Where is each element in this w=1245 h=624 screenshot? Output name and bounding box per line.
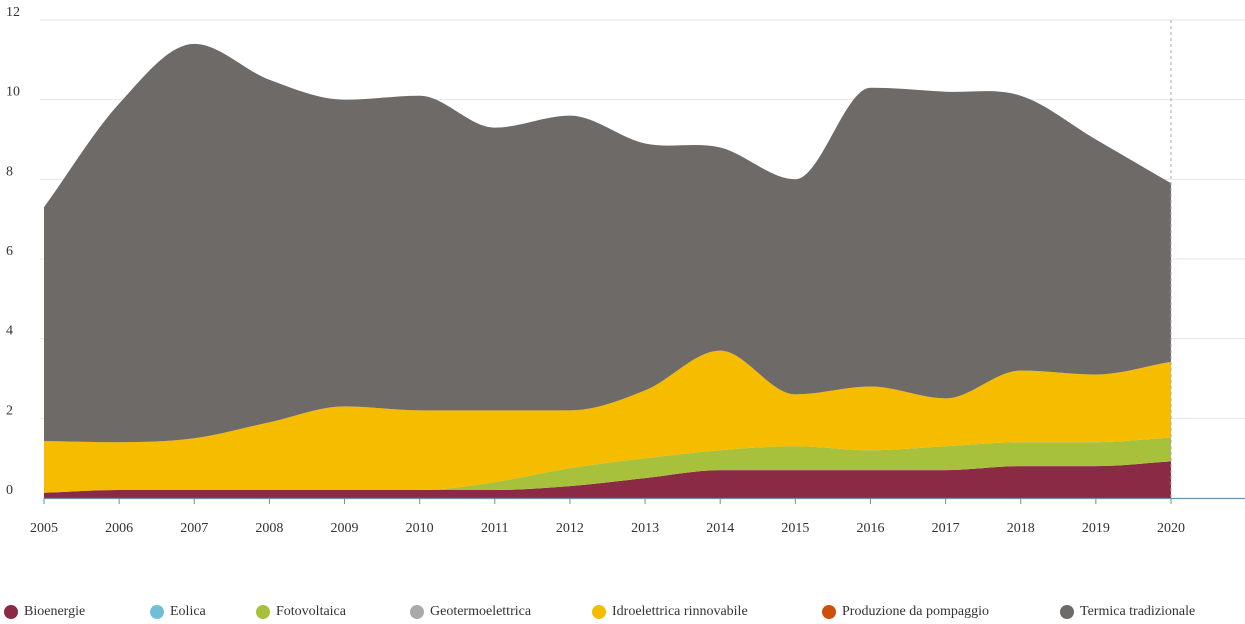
legend-swatch (410, 605, 424, 619)
x-tick-label: 2010 (406, 521, 434, 536)
legend-label: Idroelettrica rinnovabile (612, 604, 748, 619)
x-tick-label: 2007 (180, 521, 208, 536)
x-tick-label: 2014 (706, 521, 734, 536)
legend-item[interactable]: Geotermoelettrica (410, 603, 531, 621)
x-tick-label: 2018 (1007, 521, 1035, 536)
y-tick-label: 8 (6, 164, 13, 179)
area-termica-tradizionale (44, 43, 1171, 443)
legend-swatch (4, 605, 18, 619)
legend-item[interactable]: Produzione da pompaggio (822, 603, 989, 621)
x-tick-label: 2019 (1082, 521, 1110, 536)
x-tick-label: 2020 (1157, 521, 1185, 536)
legend-label: Produzione da pompaggio (842, 604, 989, 619)
legend-swatch (822, 605, 836, 619)
legend-item[interactable]: Bioenergie (4, 603, 85, 621)
y-tick-label: 2 (6, 403, 13, 418)
legend-swatch (256, 605, 270, 619)
x-tick-label: 2006 (105, 521, 133, 536)
y-tick-label: 12 (6, 5, 20, 20)
legend-item[interactable]: Termica tradizionale (1060, 603, 1195, 621)
legend-swatch (150, 605, 164, 619)
x-tick-label: 2011 (481, 521, 508, 536)
y-tick-label: 0 (6, 483, 13, 498)
area-fotovoltaica (44, 437, 1171, 493)
legend-label: Geotermoelettrica (430, 604, 532, 619)
legend: Bioenergie Eolica Fotovoltaica Geotermoelet… (0, 603, 1245, 623)
legend-item[interactable]: Eolica (150, 603, 206, 621)
x-tick-label: 2005 (30, 521, 58, 536)
x-tick-label: 2015 (781, 521, 809, 536)
x-tick-label: 2016 (856, 521, 884, 536)
axes: 0 2 4 6 8 10 12 2005 2006 2007 2008 2009 2010 2011 201… (6, 5, 1245, 536)
y-tick-label: 10 (6, 85, 20, 100)
area-bioenergie (44, 461, 1171, 498)
y-tick-label: 4 (6, 324, 13, 339)
stacked-area-chart: 0 2 4 6 8 10 12 2005 2006 2007 2008 2009 2010 2011 201… (6, 5, 1245, 536)
y-tick-label: 6 (6, 244, 13, 259)
legend-item[interactable]: Idroelettrica rinnovabile (592, 603, 748, 621)
area-idroelettrica-rinnovabile (44, 350, 1171, 493)
x-tick-label: 2013 (631, 521, 659, 536)
legend-label: Bioenergie (24, 604, 86, 619)
x-tick-label: 2017 (932, 521, 960, 536)
legend-item[interactable]: Fotovoltaica (256, 603, 346, 621)
x-tick-label: 2008 (255, 521, 283, 536)
x-tick-label: 2009 (331, 521, 359, 536)
legend-label: Eolica (170, 604, 206, 619)
legend-label: Termica tradizionale (1080, 604, 1196, 619)
area-series (44, 43, 1171, 498)
legend-label: Fotovoltaica (276, 604, 346, 619)
legend-swatch (1060, 605, 1074, 619)
x-tick-label: 2012 (556, 521, 584, 536)
legend-swatch (592, 605, 606, 619)
